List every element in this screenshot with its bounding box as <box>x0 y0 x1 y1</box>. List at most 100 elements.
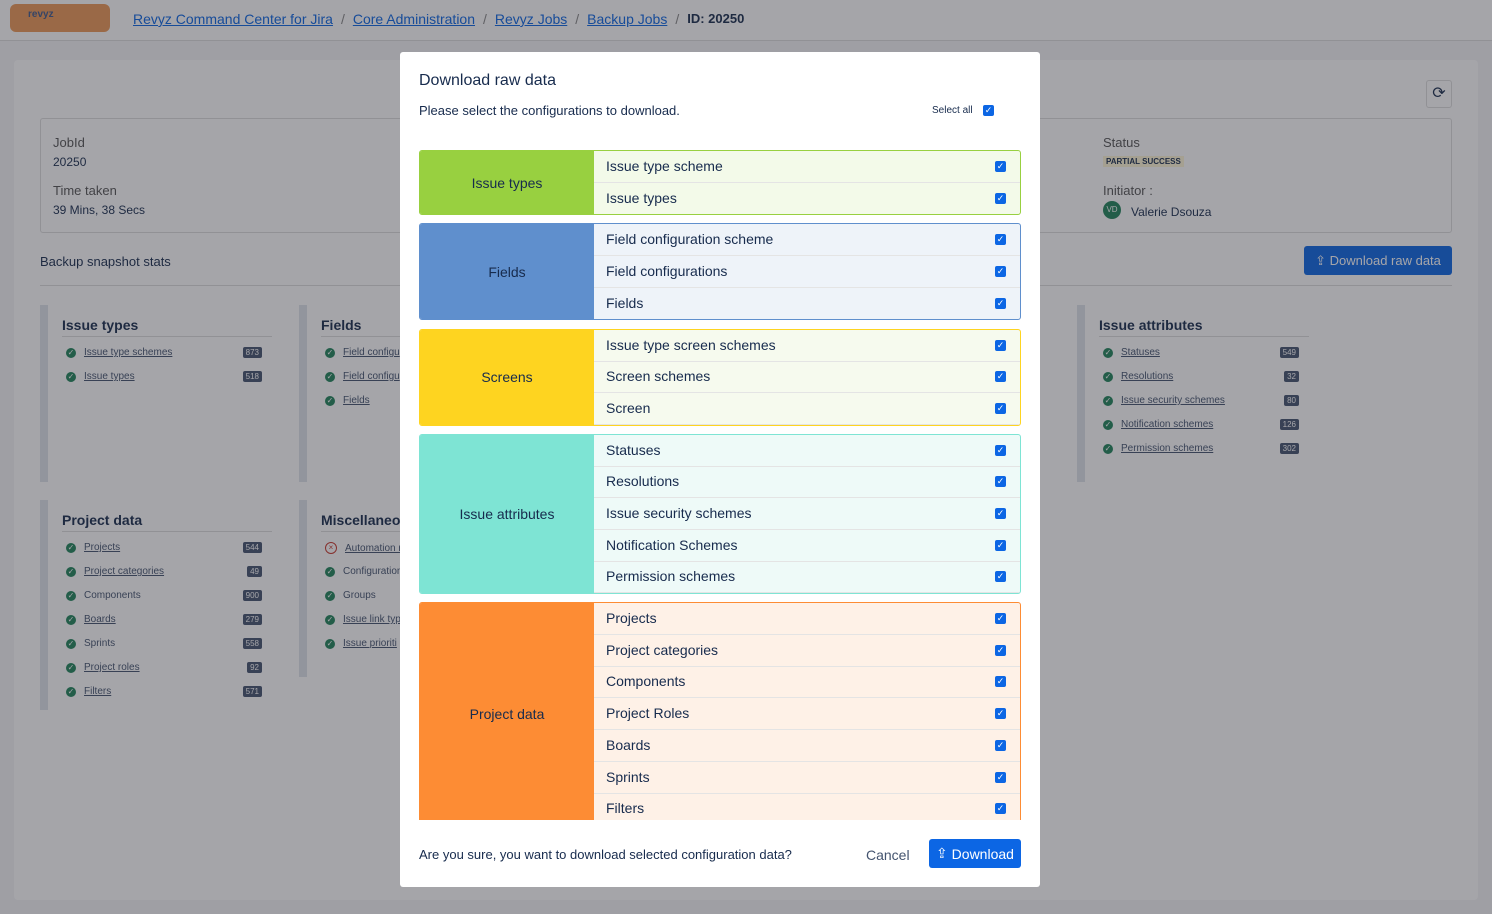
checkbox[interactable]: ✓ <box>995 739 1006 751</box>
cancel-button[interactable]: Cancel <box>866 847 910 863</box>
stats-panel: Issue types ✓ Issue type schemes 873 ✓ Issue … <box>40 305 272 482</box>
status-icon: ✓ <box>66 638 76 649</box>
config-item[interactable]: Issue type scheme ✓ <box>594 151 1020 183</box>
config-item[interactable]: Issue security schemes ✓ <box>594 498 1020 530</box>
checkbox[interactable]: ✓ <box>995 771 1006 783</box>
item-label: Field configuration scheme <box>606 231 774 248</box>
stat-row: ✓ Field configu <box>325 371 407 382</box>
stat-row: ✓ Field configu <box>325 347 407 358</box>
stats-panel: Miscellaneou × Automation r ✓ Configuration ✓… <box>299 500 409 677</box>
checkbox[interactable]: ✓ <box>995 613 1006 625</box>
checkbox[interactable]: ✓ <box>995 507 1006 519</box>
config-item[interactable]: Permission schemes ✓ <box>594 561 1020 594</box>
item-label: Screen <box>606 399 651 416</box>
divider <box>62 336 272 337</box>
checkbox[interactable]: ✓ <box>995 234 1006 246</box>
config-item[interactable]: Field configurations ✓ <box>594 256 1020 289</box>
checkbox[interactable]: ✓ <box>995 539 1006 551</box>
stat-label[interactable]: Issue types <box>84 371 135 382</box>
count-badge: 900 <box>242 590 262 601</box>
config-item[interactable]: Field configuration scheme ✓ <box>594 224 1020 257</box>
breadcrumb-link[interactable]: Core Administration <box>352 11 476 27</box>
stat-label[interactable]: Automation r <box>345 542 402 554</box>
config-item[interactable]: Screen ✓ <box>594 393 1020 425</box>
checkbox[interactable]: ✓ <box>995 476 1006 488</box>
count-badge: 279 <box>242 614 262 625</box>
download-raw-button[interactable]: ⇪ Download raw data <box>1304 246 1452 275</box>
checkbox[interactable]: ✓ <box>995 371 1006 383</box>
refresh-button[interactable]: ⟳ <box>1426 80 1452 108</box>
modal: Download raw data Please select the conf… <box>400 52 1040 887</box>
breadcrumb-link[interactable]: Revyz Command Center for Jira <box>133 11 333 27</box>
stat-label[interactable]: Notification schemes <box>1121 419 1214 430</box>
stat-label[interactable]: Filters <box>84 686 112 697</box>
checkbox[interactable]: ✓ <box>995 803 1006 815</box>
count-badge: 32 <box>1284 371 1299 382</box>
stat-label[interactable]: Field configu <box>343 347 400 358</box>
config-item[interactable]: Sprints ✓ <box>594 762 1020 794</box>
select-all-label: Select all <box>932 105 973 116</box>
item-label: Sprints <box>606 768 650 785</box>
stat-label[interactable]: Statuses <box>1121 347 1160 358</box>
config-item[interactable]: Components ✓ <box>594 666 1020 699</box>
stat-label[interactable]: Permission schemes <box>1121 443 1214 454</box>
item-label: Permission schemes <box>606 568 736 585</box>
status-icon: ✓ <box>325 371 335 382</box>
item-label: Statuses <box>606 441 661 458</box>
stat-row: ✓ Project roles 92 <box>66 662 272 673</box>
breadcrumb: Revyz Command Center for Jira / Core Admin… <box>133 11 744 27</box>
logo[interactable]: revyz <box>10 4 110 32</box>
checkbox[interactable]: ✓ <box>995 676 1006 688</box>
config-item[interactable]: Projects ✓ <box>594 603 1020 636</box>
stat-label[interactable]: Issue type schemes <box>84 347 173 358</box>
checkbox[interactable]: ✓ <box>995 444 1006 456</box>
config-item[interactable]: Issue type screen schemes ✓ <box>594 330 1020 362</box>
panel-title: Issue attributes <box>1099 317 1203 333</box>
checkbox[interactable]: ✓ <box>995 192 1006 204</box>
checkbox[interactable]: ✓ <box>995 266 1006 278</box>
checkbox[interactable]: ✓ <box>995 644 1006 656</box>
item-label: Project categories <box>606 641 719 658</box>
stat-label[interactable]: Resolutions <box>1121 371 1174 382</box>
status-icon: ✓ <box>66 542 76 553</box>
checkbox[interactable]: ✓ <box>995 297 1006 309</box>
config-item[interactable]: Boards ✓ <box>594 730 1020 762</box>
checkbox[interactable]: ✓ <box>995 708 1006 720</box>
config-item[interactable]: Resolutions ✓ <box>594 466 1020 499</box>
group-name: Fields <box>420 224 594 320</box>
breadcrumb-link[interactable]: Revyz Jobs <box>494 11 568 27</box>
stat-row: ✓ Groups <box>325 590 407 601</box>
download-button[interactable]: ⇪ Download <box>929 839 1021 868</box>
stat-label[interactable]: Issue security schemes <box>1121 395 1225 406</box>
item-label: Project Roles <box>606 705 690 722</box>
stat-label[interactable]: Issue prioriti <box>343 638 397 649</box>
stat-label[interactable]: Issue link typ <box>343 614 401 625</box>
stat-label[interactable]: Project roles <box>84 662 140 673</box>
stat-label[interactable]: Boards <box>84 614 116 625</box>
breadcrumb-current: ID: 20250 <box>687 11 745 26</box>
stat-row: ✓ Resolutions 32 <box>1103 371 1309 382</box>
config-item[interactable]: Filters ✓ <box>594 793 1020 820</box>
breadcrumb-link[interactable]: Backup Jobs <box>587 11 668 27</box>
config-item[interactable]: Project Roles ✓ <box>594 698 1020 731</box>
config-item[interactable]: Screen schemes ✓ <box>594 361 1020 394</box>
config-item[interactable]: Notification Schemes ✓ <box>594 530 1020 562</box>
checkbox[interactable]: ✓ <box>995 571 1006 583</box>
panel-title: Issue types <box>62 317 139 333</box>
checkbox[interactable]: ✓ <box>995 339 1006 351</box>
stat-label[interactable]: Projects <box>84 542 121 553</box>
stat-label[interactable]: Fields <box>343 395 370 406</box>
item-label: Boards <box>606 736 651 753</box>
stat-label[interactable]: Field configu <box>343 371 400 382</box>
stat-label[interactable]: Project categories <box>84 566 165 577</box>
config-item[interactable]: Statuses ✓ <box>594 435 1020 467</box>
config-item[interactable]: Issue types ✓ <box>594 183 1020 215</box>
checkbox[interactable]: ✓ <box>995 402 1006 414</box>
checkbox[interactable]: ✓ <box>995 161 1006 172</box>
config-item[interactable]: Fields ✓ <box>594 288 1020 320</box>
select-all-checkbox[interactable]: ✓ <box>983 105 994 116</box>
status-icon: ✓ <box>325 347 335 358</box>
status-icon: ✓ <box>325 566 335 577</box>
avatar: VD <box>1103 201 1121 219</box>
config-item[interactable]: Project categories ✓ <box>594 635 1020 667</box>
